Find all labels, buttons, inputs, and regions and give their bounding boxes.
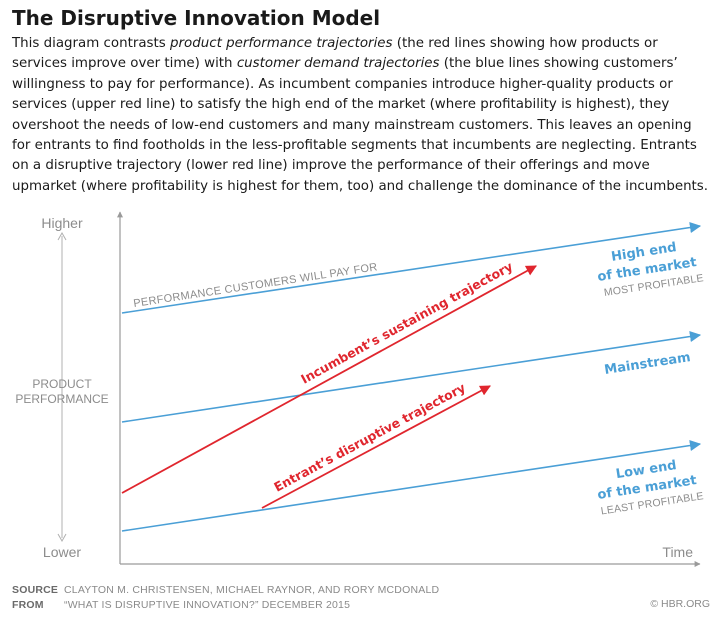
disruptive-trajectory-label: Entrant’s disruptive trajectory xyxy=(271,380,468,495)
intro-emphasis-1: product performance trajectories xyxy=(170,36,393,51)
x-axis-title: Time xyxy=(662,544,693,560)
disruptive-trajectory-line xyxy=(261,385,491,509)
mainstream-label: Mainstream xyxy=(603,350,691,378)
from-value: “WHAT IS DISRUPTIVE INNOVATION?” DECEMBE… xyxy=(64,599,351,611)
y-axis-title-line-1: PRODUCT xyxy=(32,377,92,391)
intro-emphasis-2: customer demand trajectories xyxy=(236,56,440,72)
source-value: CLAYTON M. CHRISTENSEN, MICHAEL RAYNOR, … xyxy=(64,584,440,596)
demand-line-mainstream xyxy=(121,330,702,423)
y-axis-title-line-2: PERFORMANCE xyxy=(15,392,108,406)
from-line: FROM “WHAT IS DISRUPTIVE INNOVATION?” DEC… xyxy=(12,598,439,613)
y-scale-down-arrow-icon xyxy=(57,533,67,543)
intro-text-1: This diagram contrasts xyxy=(12,36,171,51)
intro-text-2: (the red lines showing how products or s… xyxy=(12,36,658,72)
sustaining-trajectory-line xyxy=(121,265,537,494)
intro-paragraph: This diagram contrasts product performan… xyxy=(12,34,712,197)
credit-text: © HBR.ORG xyxy=(650,598,710,610)
from-key: FROM xyxy=(12,599,44,611)
y-scale-up-arrow-icon xyxy=(57,231,67,241)
demand-line-low-end xyxy=(121,439,702,532)
page-title: The Disruptive Innovation Model xyxy=(12,6,381,30)
demand-top-label: PERFORMANCE CUSTOMERS WILL PAY FOR xyxy=(133,261,379,310)
source-line: SOURCE CLAYTON M. CHRISTENSEN, MICHAEL RA… xyxy=(12,583,439,598)
y-axis-higher-label: Higher xyxy=(41,215,83,231)
source-key: SOURCE xyxy=(12,584,59,596)
intro-text-3: (the blue lines showing customers’ willi… xyxy=(12,56,709,194)
y-axis-lower-label: Lower xyxy=(43,544,81,560)
source-footer: SOURCE CLAYTON M. CHRISTENSEN, MICHAEL RA… xyxy=(12,583,439,613)
demand-line-high-end xyxy=(121,221,702,314)
